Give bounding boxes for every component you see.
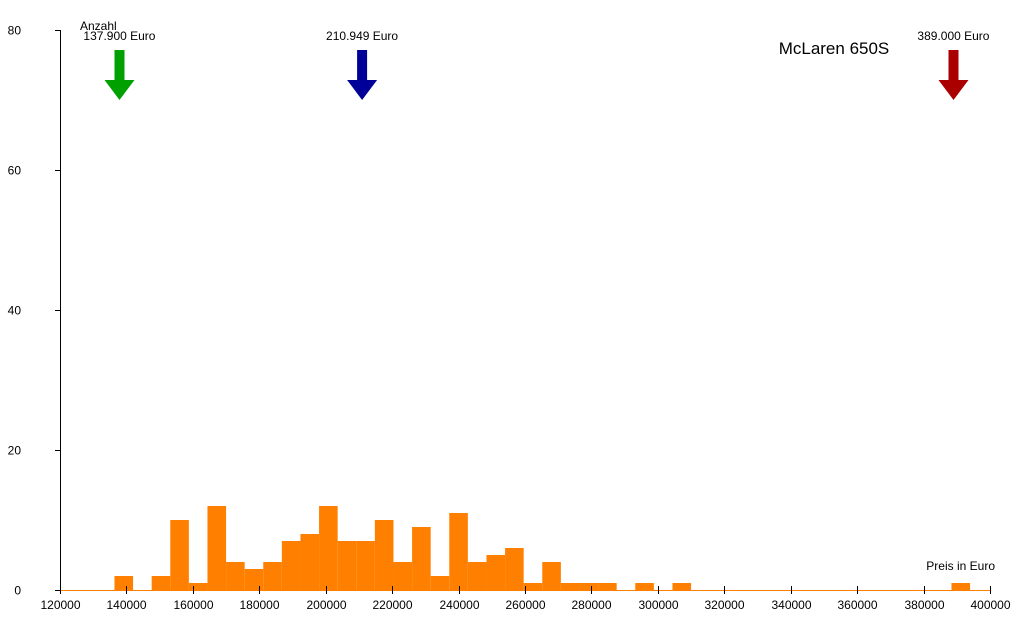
y-tick-label: 0 [14, 584, 21, 598]
histogram-bar [300, 534, 320, 590]
histogram-bar [188, 583, 208, 590]
histogram-bar [319, 506, 338, 590]
histogram-bar [542, 562, 561, 590]
histogram-bar [467, 562, 487, 590]
histogram-bar [151, 576, 171, 590]
histogram-bar [672, 583, 692, 590]
y-axis-title: Anzahl [80, 19, 117, 33]
histogram-bar [523, 583, 543, 590]
histogram-bar [505, 548, 524, 590]
arrow-down-icon [938, 50, 969, 100]
marker-mean: 210.949 Euro [326, 29, 398, 100]
x-tick-label: 160000 [173, 598, 213, 612]
x-tick-label: 240000 [439, 598, 479, 612]
x-tick-label: 140000 [106, 598, 146, 612]
x-tick-label: 360000 [837, 598, 877, 612]
histogram-bar [579, 583, 599, 590]
histogram-bar [207, 506, 227, 590]
histogram-bar [374, 520, 394, 590]
y-tick-label: 60 [8, 164, 22, 178]
x-axis-title: Preis in Euro [926, 559, 995, 573]
histogram-bar [449, 513, 468, 590]
x-tick-label: 340000 [771, 598, 811, 612]
x-tick-label: 120000 [40, 598, 80, 612]
histogram-bar [486, 555, 506, 590]
bars-layer [114, 506, 971, 590]
x-tick-label: 300000 [638, 598, 678, 612]
arrow-down-icon [347, 50, 378, 100]
histogram-bar [226, 562, 245, 590]
x-tick-label: 200000 [306, 598, 346, 612]
histogram-bar [170, 520, 189, 590]
histogram-bar [430, 576, 450, 590]
histogram-bar [244, 569, 264, 590]
histogram-bar [598, 583, 617, 590]
histogram-bar [393, 562, 413, 590]
y-ticks: 0 20 40 60 80 [8, 24, 60, 598]
markers-layer: 137.900 Euro 210.949 Euro 389.000 Euro [83, 29, 990, 100]
histogram-bar [560, 583, 580, 590]
x-tick-label: 180000 [239, 598, 279, 612]
histogram-bar [263, 562, 282, 590]
x-tick-label: 400000 [970, 598, 1010, 612]
histogram-bar [951, 583, 971, 590]
x-ticks: 120000 140000 160000 180000 200000 220000 2400… [40, 586, 1011, 612]
histogram-bar [337, 541, 357, 590]
marker-max-label: 389.000 Euro [917, 29, 989, 43]
histogram-bar [281, 541, 301, 590]
x-tick-label: 280000 [571, 598, 611, 612]
x-tick-label: 380000 [904, 598, 944, 612]
y-tick-label: 40 [8, 304, 22, 318]
histogram-bar [635, 583, 654, 590]
histogram-bar [412, 527, 431, 590]
y-tick-label: 20 [8, 444, 22, 458]
x-tick-label: 320000 [704, 598, 744, 612]
histogram-bar [114, 576, 134, 590]
marker-min: 137.900 Euro [83, 29, 156, 100]
x-tick-label: 260000 [505, 598, 545, 612]
chart-title: McLaren 650S [779, 39, 890, 58]
y-tick-label: 80 [8, 24, 22, 38]
marker-max: 389.000 Euro [917, 29, 990, 100]
x-tick-label: 220000 [372, 598, 412, 612]
marker-min-label: 137.900 Euro [83, 29, 155, 43]
histogram-bar [356, 541, 375, 590]
arrow-down-icon [104, 50, 135, 100]
marker-mean-label: 210.949 Euro [326, 29, 398, 43]
